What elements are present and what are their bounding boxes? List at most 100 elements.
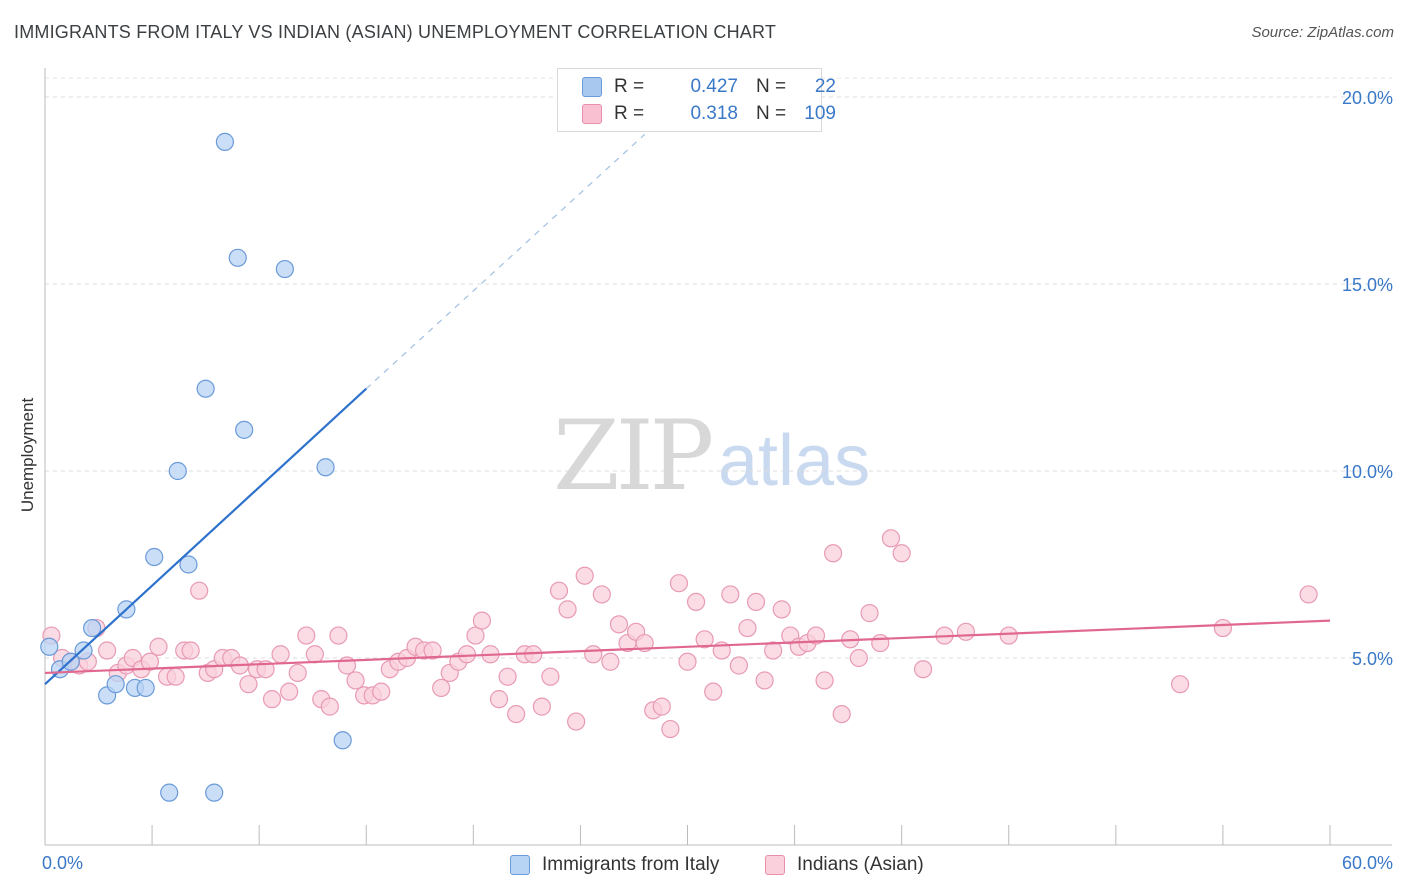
data-point-indian bbox=[558, 600, 577, 619]
data-point-indian bbox=[913, 660, 933, 679]
data-point-indian bbox=[288, 663, 307, 683]
data-point-indian bbox=[1170, 675, 1190, 694]
data-point-italy bbox=[145, 547, 164, 567]
legend-row-italy: R = 0.427 N = 22 bbox=[582, 74, 836, 100]
legend-r-label: R = bbox=[614, 76, 645, 97]
data-point-indian bbox=[239, 675, 258, 694]
data-point-indian bbox=[541, 667, 560, 686]
legend-n-value: 22 bbox=[814, 76, 836, 97]
data-point-italy bbox=[228, 248, 247, 267]
data-point-indian bbox=[860, 604, 879, 623]
data-point-indian bbox=[738, 618, 757, 638]
data-point-indian bbox=[549, 581, 569, 600]
legend-n-value: 109 bbox=[804, 103, 836, 124]
data-point-indian bbox=[262, 690, 282, 709]
data-point-indian bbox=[772, 600, 791, 619]
trend-line-italy bbox=[44, 387, 367, 685]
data-point-indian bbox=[423, 641, 442, 660]
data-point-italy bbox=[168, 461, 187, 481]
data-point-indian bbox=[815, 671, 834, 690]
data-point-italy bbox=[316, 458, 335, 477]
data-point-italy bbox=[205, 783, 224, 802]
data-point-indian bbox=[669, 574, 689, 593]
data-point-indian bbox=[297, 626, 316, 645]
data-point-italy bbox=[235, 420, 254, 439]
data-point-indian bbox=[592, 585, 611, 604]
y-tick-label: 20.0% bbox=[1342, 88, 1393, 108]
data-point-indian bbox=[704, 682, 723, 701]
data-point-italy bbox=[333, 731, 352, 750]
bottom-legend-label-indian: Indians (Asian) bbox=[797, 854, 924, 875]
data-point-indian bbox=[472, 611, 491, 630]
data-point-indian bbox=[881, 529, 901, 548]
bottom-legend-item-indian: Indians (Asian) bbox=[765, 852, 924, 878]
data-point-indian bbox=[892, 544, 911, 563]
legend-swatch-indian bbox=[582, 104, 602, 124]
data-point-indian bbox=[466, 626, 485, 645]
data-point-indian bbox=[489, 690, 509, 709]
y-tick-label: 15.0% bbox=[1342, 275, 1393, 295]
data-point-indian bbox=[98, 641, 117, 660]
data-point-indian bbox=[678, 652, 697, 671]
data-point-indian bbox=[190, 581, 209, 600]
watermark-atlas: atlas bbox=[718, 421, 871, 501]
data-point-italy bbox=[196, 379, 215, 398]
data-point-italy bbox=[160, 783, 179, 802]
data-point-indian bbox=[140, 652, 160, 671]
trend-line-italy-extension bbox=[365, 133, 646, 390]
data-point-indian bbox=[305, 645, 324, 664]
legend-n-label: N = bbox=[756, 76, 787, 97]
data-point-indian bbox=[498, 667, 517, 686]
watermark-zip: ZIP bbox=[553, 400, 714, 512]
data-point-indian bbox=[532, 697, 551, 716]
data-point-indian bbox=[320, 697, 339, 716]
data-point-indian bbox=[1299, 585, 1318, 604]
data-point-indian bbox=[746, 592, 766, 612]
data-point-indian bbox=[721, 585, 740, 604]
data-point-indian bbox=[806, 626, 826, 645]
data-point-italy bbox=[136, 678, 155, 698]
data-point-indian bbox=[149, 637, 168, 656]
data-point-indian bbox=[432, 678, 451, 698]
x-tick-label: 60.0% bbox=[1342, 853, 1393, 873]
data-point-indian bbox=[567, 712, 586, 731]
data-point-indian bbox=[329, 626, 348, 645]
bottom-legend-swatch-italy bbox=[510, 855, 530, 875]
data-point-indian bbox=[575, 566, 594, 585]
bottom-legend-swatch-indian bbox=[765, 855, 785, 875]
legend-r-label: R = bbox=[614, 103, 645, 124]
data-point-indian bbox=[695, 630, 714, 649]
data-point-italy bbox=[275, 259, 294, 279]
data-point-italy bbox=[179, 555, 198, 574]
data-point-indian bbox=[280, 682, 299, 701]
data-point-indian bbox=[871, 633, 890, 653]
data-point-indian bbox=[824, 544, 843, 563]
data-point-indian bbox=[686, 592, 706, 612]
data-point-italy bbox=[83, 618, 102, 638]
data-point-indian bbox=[652, 697, 671, 716]
x-tick-label: 0.0% bbox=[42, 853, 83, 873]
data-point-indian bbox=[166, 667, 185, 686]
data-point-italy bbox=[215, 132, 234, 151]
data-point-indian bbox=[181, 641, 200, 660]
data-point-indian bbox=[1213, 618, 1233, 638]
data-point-indian bbox=[999, 626, 1018, 645]
data-point-indian bbox=[609, 615, 629, 634]
bottom-legend-item-italy: Immigrants from Italy bbox=[510, 852, 719, 878]
source-label: Source: ZipAtlas.com bbox=[1251, 24, 1394, 41]
data-point-indian bbox=[956, 622, 976, 641]
legend-r-value: 0.427 bbox=[690, 76, 738, 97]
legend-r-value: 0.318 bbox=[690, 103, 738, 124]
chart-title: IMMIGRANTS FROM ITALY VS INDIAN (ASIAN) … bbox=[14, 22, 777, 42]
trend-line-indian bbox=[44, 619, 1331, 675]
data-point-indian bbox=[457, 645, 477, 664]
data-point-indian bbox=[584, 645, 603, 664]
y-tick-label: 5.0% bbox=[1352, 649, 1393, 669]
legend-row-indian: R = 0.318 N = 109 bbox=[582, 101, 836, 127]
data-point-indian bbox=[372, 682, 391, 701]
data-point-italy bbox=[40, 637, 59, 656]
y-tick-label: 10.0% bbox=[1342, 462, 1393, 482]
data-point-indian bbox=[271, 645, 290, 664]
correlation-legend: R = 0.427 N = 22 R = 0.318 N = 109 bbox=[557, 68, 836, 132]
